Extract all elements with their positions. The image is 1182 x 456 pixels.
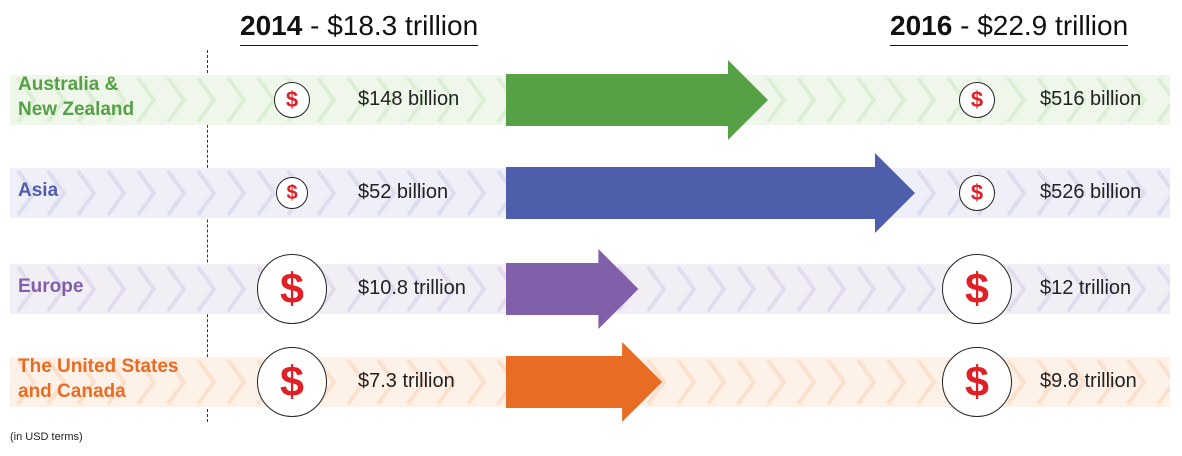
dollar-coin-icon: $ (257, 347, 327, 417)
header-2016-year: 2016 (890, 10, 953, 41)
dollar-coin-icon: $ (274, 82, 310, 118)
footnote: (in USD terms) (10, 431, 83, 443)
value-2016: $526 billion (1040, 181, 1142, 203)
header-2016-separator: - (952, 10, 978, 41)
value-2016: $516 billion (1040, 88, 1142, 110)
row-band (10, 168, 1170, 218)
region-label: The United States and Canada (18, 356, 179, 402)
header-2014-year: 2014 (240, 10, 303, 41)
value-2014: $148 billion (358, 88, 460, 110)
header-2014: 2014 - $18.3 trillion (240, 10, 479, 46)
dollar-coin-icon: $ (959, 175, 995, 211)
row-band (10, 75, 1170, 125)
header-2016-total: $22.9 trillion (977, 10, 1129, 41)
region-label: Asia (18, 179, 59, 201)
dollar-coin-icon: $ (959, 82, 995, 118)
region-label: Australia & New Zealand (18, 74, 135, 120)
header-2016: 2016 - $22.9 trillion (890, 10, 1129, 46)
value-2014: $52 billion (358, 181, 449, 203)
dollar-coin-icon: $ (942, 254, 1012, 324)
dollar-coin-icon: $ (276, 177, 308, 209)
value-2014: $10.8 trillion (358, 277, 466, 299)
value-2016: $9.8 trillion (1040, 370, 1137, 392)
divider-line (207, 50, 208, 422)
value-2014: $7.3 trillion (358, 370, 455, 392)
header-2014-total: $18.3 trillion (327, 10, 479, 41)
dollar-coin-icon: $ (942, 347, 1012, 417)
value-2016: $12 trillion (1040, 277, 1132, 299)
region-label: Europe (18, 275, 84, 297)
dollar-coin-icon: $ (257, 254, 327, 324)
header-2014-separator: - (302, 10, 328, 41)
